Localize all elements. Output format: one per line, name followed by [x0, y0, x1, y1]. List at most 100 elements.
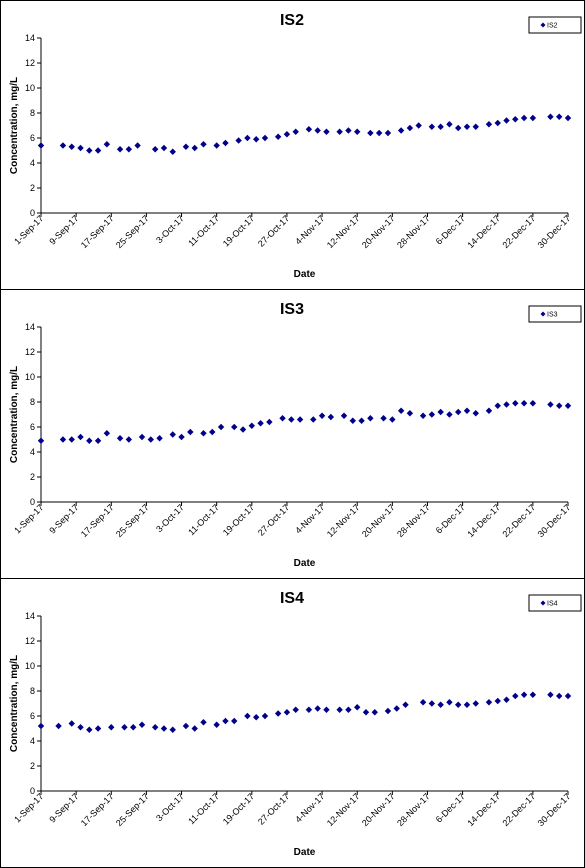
chart-panel-is2: IS2 0 2 4 6 8 10 12 14 1-Sep-17 9-Sep-17 17-Sep-17 2… — [0, 0, 585, 290]
data-point — [375, 129, 383, 137]
data-point — [397, 407, 405, 414]
data-point — [125, 146, 133, 153]
data-point — [354, 704, 361, 711]
data-point — [402, 701, 409, 708]
data-point — [138, 433, 146, 441]
data-point — [336, 128, 343, 135]
x-tick-label: 28-Nov-17 — [395, 502, 432, 539]
data-point — [455, 124, 462, 132]
data-point — [564, 114, 572, 122]
x-tick-label: 6-Dec-17 — [434, 213, 467, 246]
data-point — [520, 114, 528, 122]
y-tick-label: 6 — [30, 133, 35, 143]
x-tick-label: 28-Nov-17 — [395, 213, 432, 250]
chart-panel-is4: IS4 0 2 4 6 8 10 12 14 1-Sep-17 9-Sep-17 17-Sep-17 2… — [0, 578, 585, 868]
data-point — [472, 123, 479, 130]
data-point — [292, 128, 299, 135]
y-tick-label: 8 — [30, 397, 35, 407]
data-point — [529, 114, 537, 122]
data-point — [529, 400, 537, 407]
data-point — [178, 433, 185, 441]
data-point — [367, 415, 374, 422]
y-tick-label: 12 — [25, 58, 35, 68]
data-point — [77, 724, 84, 731]
data-point — [446, 699, 453, 706]
legend: IS2 — [528, 16, 582, 34]
data-point — [419, 412, 427, 419]
y-axis-label: Concentration, mg/L — [9, 366, 20, 463]
x-tick-label: 3-Oct-17 — [154, 502, 186, 534]
data-point — [77, 433, 84, 441]
data-point — [406, 124, 414, 132]
data-point — [274, 133, 282, 140]
data-point — [68, 143, 75, 150]
data-point — [279, 415, 286, 422]
data-point — [503, 401, 510, 408]
y-tick-label: 14 — [25, 322, 35, 332]
data-point — [59, 436, 67, 443]
data-point — [323, 128, 330, 135]
data-point — [406, 410, 414, 417]
data-point — [455, 701, 462, 708]
data-point — [160, 144, 168, 152]
data-point — [512, 692, 519, 700]
data-point — [134, 142, 141, 149]
data-point — [437, 408, 444, 416]
chart-title: IS3 — [280, 301, 304, 318]
data-point — [182, 722, 190, 730]
x-tick-label: 22-Dec-17 — [500, 213, 537, 250]
data-point — [463, 407, 471, 414]
data-point — [520, 400, 528, 407]
x-tick-label: 20-Nov-17 — [360, 213, 397, 250]
y-axis-label: Concentration, mg/L — [9, 655, 20, 752]
data-point — [86, 437, 93, 444]
x-axis-label: Date — [294, 558, 316, 569]
data-point — [547, 113, 554, 120]
data-point — [512, 400, 519, 407]
data-point — [384, 707, 392, 715]
data-point — [446, 411, 453, 418]
legend: IS4 — [528, 594, 582, 612]
data-point — [116, 435, 124, 442]
data-point — [283, 131, 291, 138]
data-point — [108, 724, 115, 731]
data-point — [252, 136, 260, 143]
x-tick-label: 9-Sep-17 — [47, 502, 80, 535]
data-point — [68, 436, 75, 443]
y-tick-label: 10 — [25, 661, 35, 671]
data-point — [261, 134, 269, 142]
data-point — [130, 724, 137, 731]
data-point — [547, 691, 554, 698]
y-tick-label: 10 — [25, 372, 35, 382]
data-point — [200, 430, 207, 437]
data-point — [362, 709, 370, 716]
x-tick-label: 30-Dec-17 — [536, 791, 573, 828]
legend-box — [528, 16, 582, 34]
data-point — [323, 706, 330, 713]
data-point — [94, 437, 102, 444]
data-point — [68, 720, 75, 727]
x-tick-label: 9-Sep-17 — [47, 791, 80, 824]
data-point — [437, 123, 444, 130]
legend-marker — [540, 22, 546, 28]
data-point — [345, 127, 352, 134]
data-point — [314, 127, 321, 134]
data-point — [340, 412, 348, 419]
data-point — [485, 121, 493, 128]
data-point — [494, 402, 501, 409]
x-axis-label: Date — [294, 847, 316, 858]
data-point — [556, 113, 563, 120]
data-point — [428, 700, 436, 707]
y-tick-label: 10 — [25, 83, 35, 93]
data-point — [169, 726, 176, 733]
data-point — [428, 123, 436, 130]
data-point — [222, 139, 229, 147]
y-tick-label: 2 — [30, 183, 35, 193]
data-point — [147, 436, 154, 443]
data-point — [472, 700, 479, 707]
data-point — [327, 413, 335, 421]
x-tick-label: 12-Nov-17 — [325, 213, 362, 250]
data-point — [384, 129, 392, 137]
legend-marker — [540, 600, 546, 606]
y-tick-label: 4 — [30, 736, 35, 746]
